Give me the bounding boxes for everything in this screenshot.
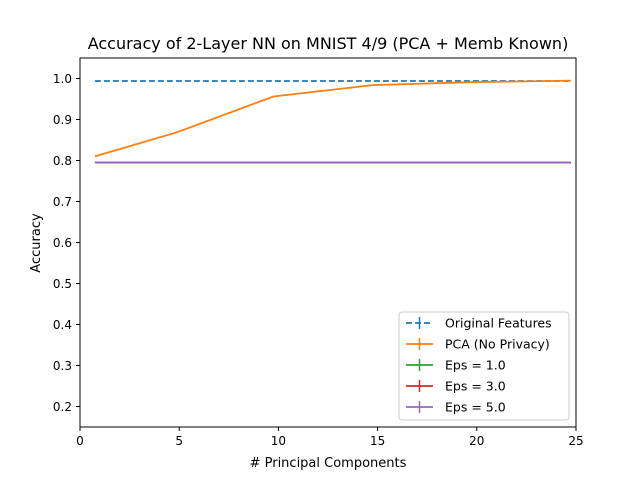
x-tick-label: 0: [76, 434, 84, 448]
legend: Original Features PCA (No Privacy) Eps = 1…: [398, 311, 570, 421]
y-tick-label: 0.9: [53, 113, 72, 127]
y-tick-label: 0.2: [53, 400, 72, 414]
chart-title: Accuracy of 2-Layer NN on MNIST 4/9 (PCA…: [88, 34, 569, 53]
legend-label-0: Original Features: [445, 316, 552, 331]
legend-label-1: PCA (No Privacy): [445, 337, 550, 352]
y-axis-label: Accuracy: [29, 213, 44, 273]
series-line-1: [94, 79, 572, 158]
y-tick-label: 0.6: [53, 236, 72, 250]
legend-label-2: Eps = 1.0: [445, 358, 506, 373]
x-tick-label: 20: [469, 434, 484, 448]
x-tick-label: 10: [271, 434, 286, 448]
y-axis-ticks: 0.2 0.3 0.4 0.5 0.6 0.7 0.8 0.9 1.0: [53, 72, 80, 414]
legend-label-3: Eps = 3.0: [445, 379, 506, 394]
x-axis-label: # Principal Components: [250, 456, 407, 471]
y-tick-label: 0.3: [53, 359, 72, 373]
y-tick-label: 0.7: [53, 195, 72, 209]
legend-box: [398, 311, 570, 421]
x-tick-label: 15: [370, 434, 385, 448]
y-tick-label: 0.8: [53, 154, 72, 168]
y-tick-label: 1.0: [53, 72, 72, 86]
legend-label-4: Eps = 5.0: [445, 400, 506, 415]
y-tick-label: 0.5: [53, 277, 72, 291]
y-tick-label: 0.4: [53, 318, 72, 332]
x-axis-ticks: 0 5 10 15 20 25: [76, 427, 584, 448]
x-tick-label: 5: [175, 434, 183, 448]
x-tick-label: 25: [568, 434, 583, 448]
series-layer: [94, 79, 572, 164]
